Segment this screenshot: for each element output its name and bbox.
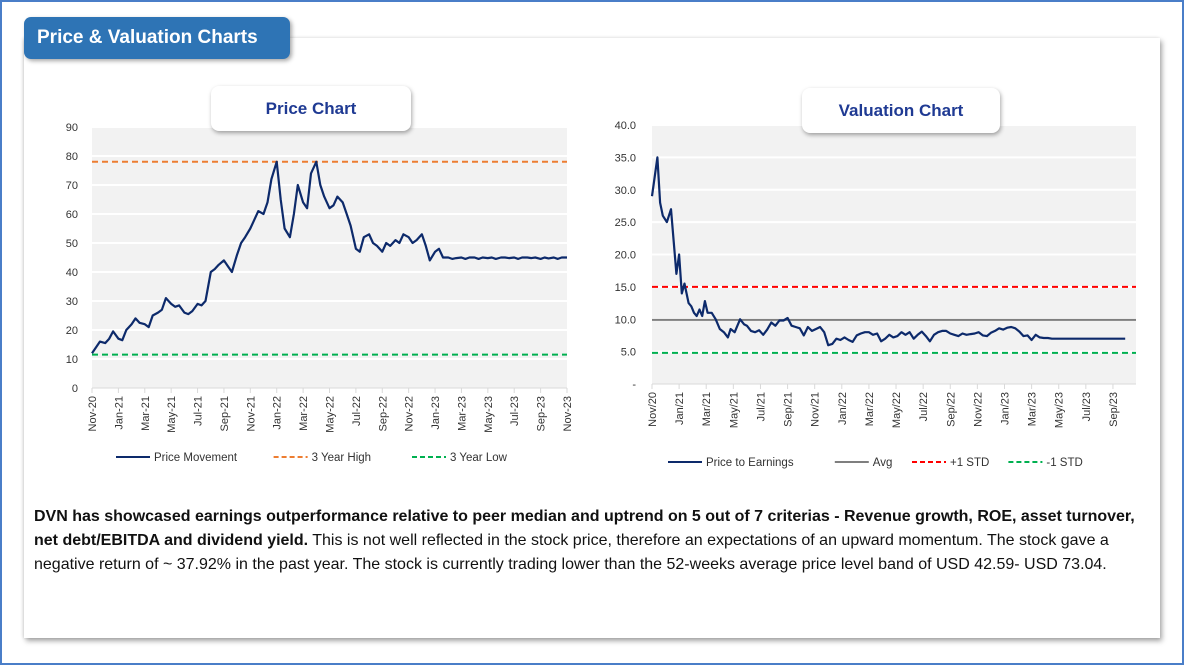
x-tick-label: Sep-21 <box>219 396 231 431</box>
x-tick-label: Jul/21 <box>755 392 767 421</box>
x-tick-label: May/22 <box>891 392 903 428</box>
legend-label: Price Movement <box>154 452 238 464</box>
legend-label: -1 STD <box>1046 457 1082 469</box>
section-title: Price & Valuation Charts <box>24 17 290 59</box>
x-tick-label: Jul/23 <box>1081 392 1093 421</box>
x-tick-label: May-22 <box>325 396 337 433</box>
x-tick-label: Jan/22 <box>837 392 849 425</box>
x-tick-label: May/23 <box>1054 392 1066 428</box>
x-tick-label: Sep/23 <box>1108 392 1120 427</box>
y-tick-label: 10 <box>66 354 78 366</box>
y-tick-label: 35.0 <box>615 152 636 164</box>
y-tick-label: 30 <box>66 296 78 308</box>
x-tick-label: Jan-22 <box>272 396 284 430</box>
x-tick-label: Mar/22 <box>864 392 876 426</box>
valuation-chart: - 5.0 10.0 15.0 20.0 25.0 30.0 35.0 40.0 Nov/20 Ja… <box>615 120 1136 469</box>
y-tick-label: 0 <box>72 383 78 395</box>
y-tick-label: 25.0 <box>615 217 636 229</box>
y-tick-label: 10.0 <box>615 314 636 326</box>
y-tick-label: 30.0 <box>615 185 636 197</box>
x-tick-label: Jan/21 <box>674 392 686 425</box>
legend-label: +1 STD <box>950 457 989 469</box>
x-tick-label: Nov-23 <box>562 396 574 431</box>
commentary-text: DVN has showcased earnings outperformanc… <box>34 505 1144 577</box>
legend-label: Price to Earnings <box>706 457 794 469</box>
x-tick-label: Nov-22 <box>404 396 416 431</box>
x-tick-label: Sep-23 <box>536 396 548 431</box>
price-chart-title: Price Chart <box>211 86 411 131</box>
x-tick-label: Mar/21 <box>701 392 713 426</box>
x-tick-label: May/21 <box>728 392 740 428</box>
x-tick-label: Nov/22 <box>972 392 984 427</box>
x-tick-label: Jul/22 <box>918 392 930 421</box>
x-tick-label: Jan-21 <box>113 396 125 430</box>
y-tick-label: 40 <box>66 267 78 279</box>
x-tick-label: Nov-20 <box>87 396 99 431</box>
y-tick-label: 90 <box>66 122 78 134</box>
x-tick-label: Nov/21 <box>810 392 822 427</box>
y-tick-label: 5.0 <box>621 347 636 359</box>
x-tick-label: Nov-21 <box>245 396 257 431</box>
series-line-price-movement <box>91 160 567 354</box>
legend-label: Avg <box>873 457 893 469</box>
x-tick-label: Nov/20 <box>647 392 659 427</box>
y-tick-label: 70 <box>66 180 78 192</box>
x-tick-label: Sep/21 <box>783 392 795 427</box>
y-tick-label: 20.0 <box>615 250 636 262</box>
y-tick-label: 40.0 <box>615 120 636 132</box>
legend-label: 3 Year High <box>312 452 371 464</box>
y-tick-label: 15.0 <box>615 282 636 294</box>
x-tick-label: Sep/22 <box>945 392 957 427</box>
commentary-bold: DVN has showcased earnings outperformanc… <box>34 508 1135 549</box>
x-tick-label: Mar/23 <box>1027 392 1039 426</box>
x-tick-label: Sep-22 <box>377 396 389 431</box>
x-tick-label: Jan-23 <box>430 396 442 430</box>
x-tick-label: Mar-21 <box>140 396 152 431</box>
x-tick-label: May-21 <box>166 396 178 433</box>
x-tick-label: Jul-21 <box>193 396 205 426</box>
x-tick-label: Mar-22 <box>298 396 310 431</box>
plot-area <box>92 127 567 388</box>
x-tick-label: May-23 <box>483 396 495 433</box>
x-tick-label: Jan/23 <box>999 392 1011 425</box>
y-tick-label: - <box>632 379 636 391</box>
x-tick-label: Jul-22 <box>351 396 363 426</box>
y-tick-label: 20 <box>66 325 78 337</box>
y-tick-label: 80 <box>66 151 78 163</box>
y-tick-label: 50 <box>66 238 78 250</box>
x-tick-label: Jul-23 <box>509 396 521 426</box>
valuation-chart-title: Valuation Chart <box>802 88 1000 133</box>
y-tick-label: 60 <box>66 209 78 221</box>
legend-label: 3 Year Low <box>450 452 508 464</box>
x-tick-label: Mar-23 <box>456 396 468 431</box>
commentary-normal: This is not well reflected in the stock … <box>34 532 1109 573</box>
series-line-price-to-earnings <box>650 156 1126 347</box>
price-chart: 0 10 20 30 40 50 60 70 80 90 Nov-20 Jan-21 Mar-21 May… <box>66 122 574 464</box>
